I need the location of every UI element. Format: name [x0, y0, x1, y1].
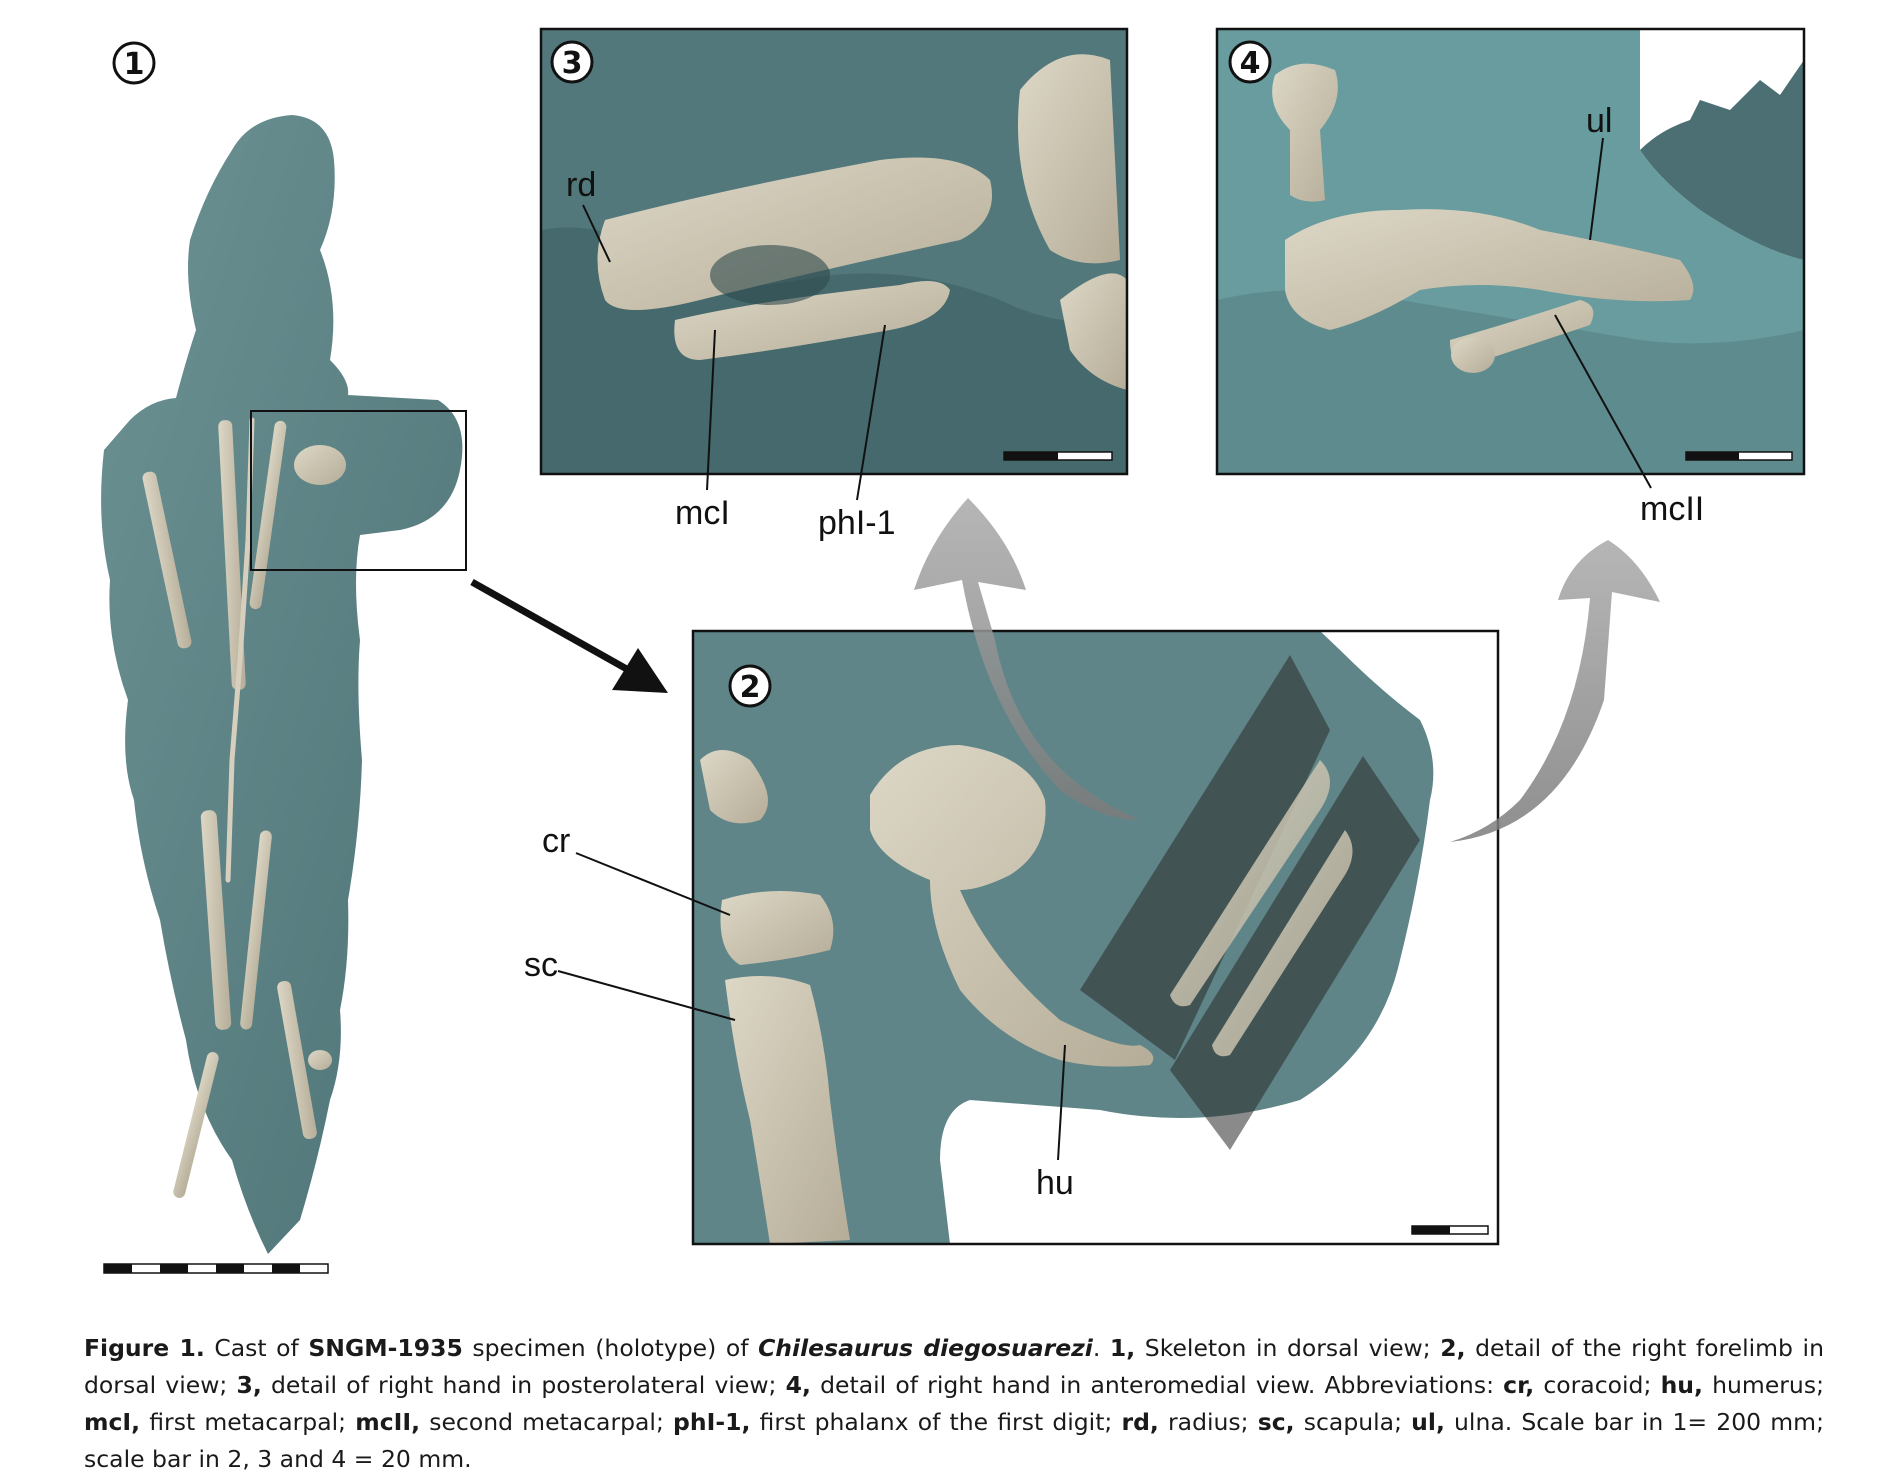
- caption-abbrev: rd,: [1121, 1408, 1159, 1436]
- label-ul: ul: [1586, 102, 1612, 140]
- svg-text:3: 3: [562, 46, 583, 81]
- caption-panel-ref: 3,: [236, 1371, 262, 1399]
- panel-4-hand-anteromedial: [1215, 27, 1806, 476]
- caption-abbrev: ul,: [1411, 1408, 1445, 1436]
- caption-text: ulna. Scale bar in 1= 200 mm; scale bar …: [84, 1408, 1824, 1473]
- panel-4-scale-bar: [1685, 451, 1793, 461]
- svg-text:4: 4: [1240, 46, 1261, 81]
- panel-number-4: 4: [1228, 40, 1272, 84]
- vertebral-column: [225, 417, 255, 883]
- caption-text: humerus;: [1702, 1371, 1824, 1399]
- svg-text:1: 1: [124, 47, 145, 82]
- anatomical-labels: rd mcI phI-1 ul mcII cr sc hu: [524, 102, 1704, 1202]
- caption-abbrev: phI-1,: [673, 1408, 751, 1436]
- curved-arrow-to-panel-3: [914, 498, 1140, 820]
- panel-3-scale-bar: [1003, 451, 1113, 461]
- pointer-arrow: [470, 578, 668, 693]
- caption-abbrev: sc,: [1257, 1408, 1295, 1436]
- caption-specimen-id: SNGM-1935: [308, 1334, 463, 1362]
- caption-text: coracoid;: [1534, 1371, 1661, 1399]
- panel-2-forelimb: [691, 629, 1500, 1246]
- panel-number-1: 1: [112, 41, 156, 85]
- svg-text:2: 2: [740, 670, 761, 705]
- caption-abbrev: mcII,: [355, 1408, 421, 1436]
- caption-text: first phalanx of the first digit;: [750, 1408, 1122, 1436]
- caption-text: .: [1092, 1334, 1110, 1362]
- caption-figure-label: Figure 1.: [84, 1334, 205, 1362]
- label-mcii: mcII: [1640, 490, 1704, 528]
- caption-text: Cast of: [204, 1334, 309, 1362]
- label-sc: sc: [524, 946, 558, 984]
- caption-text: detail of right hand in posterolateral v…: [261, 1371, 786, 1399]
- caption-text: radius;: [1158, 1408, 1258, 1436]
- panel-3-hand-posterolateral: [539, 27, 1129, 476]
- caption-text: detail of the right forelimb in dorsal v…: [84, 1334, 1824, 1399]
- figure-caption: Figure 1. Cast of SNGM-1935 specimen (ho…: [84, 1330, 1824, 1478]
- skeleton-bones: [142, 420, 346, 1198]
- figure-artwork: rd mcI phI-1 ul mcII cr sc hu 1 3 4 2: [101, 27, 1806, 1274]
- caption-abbrev: cr,: [1503, 1371, 1535, 1399]
- skeleton-slab: [101, 115, 463, 1254]
- label-mci: mcI: [675, 494, 730, 532]
- caption-panel-ref: 2,: [1440, 1334, 1466, 1362]
- curved-arrow-to-panel-4: [1450, 540, 1660, 842]
- label-hu: hu: [1036, 1164, 1074, 1202]
- caption-abbrev: hu,: [1660, 1371, 1703, 1399]
- caption-abbrev: mcI,: [84, 1408, 141, 1436]
- caption-text: first metacarpal;: [140, 1408, 356, 1436]
- caption-text: Skeleton in dorsal view;: [1135, 1334, 1441, 1362]
- label-cr: cr: [542, 822, 570, 860]
- panel-2-highlight-box-left: [1080, 655, 1330, 1060]
- caption-panel-ref: 1,: [1109, 1334, 1136, 1362]
- leader-lines: [557, 137, 1652, 1161]
- caption-text: specimen (holotype) of: [462, 1334, 759, 1362]
- caption-text: scapula;: [1294, 1408, 1412, 1436]
- panel-1-scale-bar: [103, 1263, 329, 1274]
- caption-text: detail of right hand in anteromedial vie…: [810, 1371, 1504, 1399]
- panel-number-2: 2: [728, 664, 772, 708]
- caption-text: second metacarpal;: [420, 1408, 674, 1436]
- caption-panel-ref: 4,: [785, 1371, 811, 1399]
- panel-1-skeleton: [101, 115, 467, 1274]
- panel-2-scale-bar: [1411, 1225, 1489, 1235]
- label-rd: rd: [566, 166, 596, 204]
- caption-species-name: Chilesaurus diegosuarezi: [758, 1334, 1093, 1362]
- panel-1-inset-box: [250, 410, 467, 571]
- panel-number-3: 3: [550, 40, 594, 84]
- label-phi-1: phI-1: [818, 504, 896, 542]
